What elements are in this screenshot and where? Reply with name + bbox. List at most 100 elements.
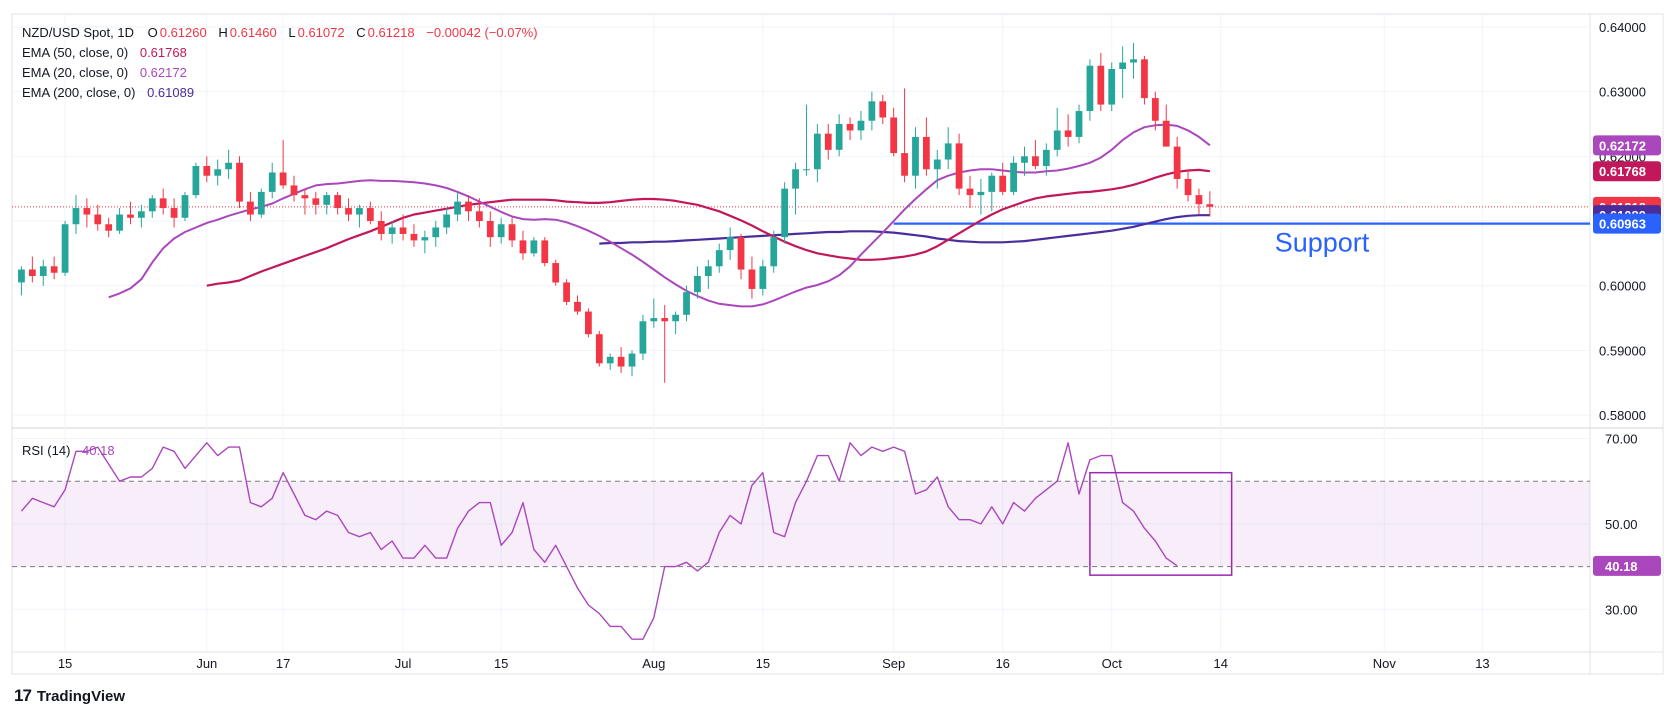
candle-body: [912, 136, 919, 176]
candle-body: [323, 195, 331, 205]
candle-body: [192, 166, 200, 196]
candle-body: [1184, 178, 1192, 196]
candle-body: [1130, 59, 1137, 63]
ema50-value: 0.61768: [139, 45, 187, 60]
close-value: 0.61218: [367, 25, 415, 40]
candle-body: [813, 133, 821, 170]
candle: [1075, 104, 1083, 144]
price-axis-badge-label: 0.61768: [1599, 164, 1646, 179]
ema200-legend[interactable]: EMA (200, close, 0) 0.61089: [22, 85, 196, 100]
candle-body: [83, 208, 91, 215]
candle: [138, 204, 145, 228]
candle: [1184, 169, 1192, 202]
candle-body: [138, 211, 145, 218]
candle: [781, 182, 789, 244]
candle: [443, 208, 451, 234]
candle-body: [105, 224, 113, 231]
candle: [835, 114, 843, 157]
candle-body: [1075, 111, 1083, 137]
candle-body: [1010, 162, 1017, 192]
time-tick-label: 15: [58, 656, 72, 671]
candle-body: [170, 208, 178, 218]
ema20-label: EMA (20, close, 0): [22, 65, 129, 80]
candle: [1173, 136, 1181, 189]
tradingview-brand[interactable]: 17 TradingView: [14, 686, 125, 706]
candle: [377, 211, 385, 241]
candle-body: [214, 169, 222, 176]
candle-body: [377, 221, 385, 234]
candle-body: [399, 227, 407, 234]
candle: [170, 198, 178, 228]
candle-body: [628, 353, 636, 367]
candle-body: [497, 224, 505, 238]
candle: [1032, 140, 1039, 170]
candle-body: [770, 237, 778, 267]
candle: [519, 230, 527, 260]
candle-body: [868, 101, 876, 121]
candle-body: [999, 175, 1007, 192]
candle: [1151, 91, 1159, 131]
rsi-legend[interactable]: RSI (14) 40.18: [22, 443, 117, 458]
candle: [116, 208, 123, 234]
candle: [933, 149, 941, 189]
candle: [508, 217, 516, 247]
ema50-legend[interactable]: EMA (50, close, 0) 0.61768: [22, 45, 189, 60]
price-axis-badge: [1593, 213, 1661, 234]
candle: [268, 162, 276, 199]
time-tick-label: 15: [494, 656, 508, 671]
candle: [301, 188, 309, 215]
candle-body: [268, 172, 276, 192]
ema200-label: EMA (200, close, 0): [22, 85, 136, 100]
candle-body: [465, 201, 472, 212]
candle: [388, 221, 396, 244]
candle: [650, 298, 658, 328]
support-label: Support: [1275, 228, 1370, 258]
candle: [61, 221, 69, 276]
candle-body: [1162, 120, 1170, 147]
price-tick-label: 0.60000: [1599, 279, 1646, 294]
candle-body: [617, 356, 625, 367]
candle: [203, 156, 211, 183]
candle: [683, 285, 690, 322]
candle-body: [890, 117, 898, 154]
candle: [192, 162, 200, 199]
candle: [912, 127, 919, 189]
candle: [563, 279, 570, 306]
rsi-tick-label: 70.00: [1605, 432, 1638, 447]
candle: [366, 201, 374, 225]
candle-body: [72, 208, 80, 225]
rsi-tick-label: 30.00: [1605, 602, 1638, 617]
open-value: 0.61260: [159, 25, 207, 40]
candle-body: [857, 120, 865, 131]
chart-frame: [11, 13, 1664, 675]
candle-body: [312, 198, 320, 205]
candle-body: [236, 162, 243, 202]
candle-body: [432, 227, 440, 238]
candle-body: [345, 208, 352, 215]
candle: [999, 162, 1007, 196]
candle: [1195, 188, 1203, 215]
candle-body: [28, 269, 36, 276]
candle-body: [486, 221, 494, 238]
candle: [748, 256, 756, 299]
candle: [432, 221, 440, 247]
candle-body: [955, 143, 963, 189]
candle: [574, 295, 581, 315]
rsi-axis-badge-label: 40.18: [1605, 559, 1638, 574]
candle-body: [966, 188, 974, 196]
candle-body: [988, 175, 996, 192]
ema20-legend[interactable]: EMA (20, close, 0) 0.62172: [22, 65, 189, 80]
candle: [715, 243, 723, 273]
candle: [824, 123, 832, 160]
candle-body: [388, 227, 396, 234]
candle: [410, 224, 418, 247]
tradingview-logo-icon: 17: [14, 686, 32, 705]
symbol-legend: NZD/USD Spot, 1D O 0.61260 H 0.61460 L 0.61…: [22, 25, 540, 40]
candle-body: [334, 195, 342, 209]
candle-body: [181, 195, 189, 218]
candle: [1141, 56, 1148, 105]
candle-body: [933, 159, 941, 170]
candle: [846, 117, 854, 141]
candle: [94, 204, 102, 231]
